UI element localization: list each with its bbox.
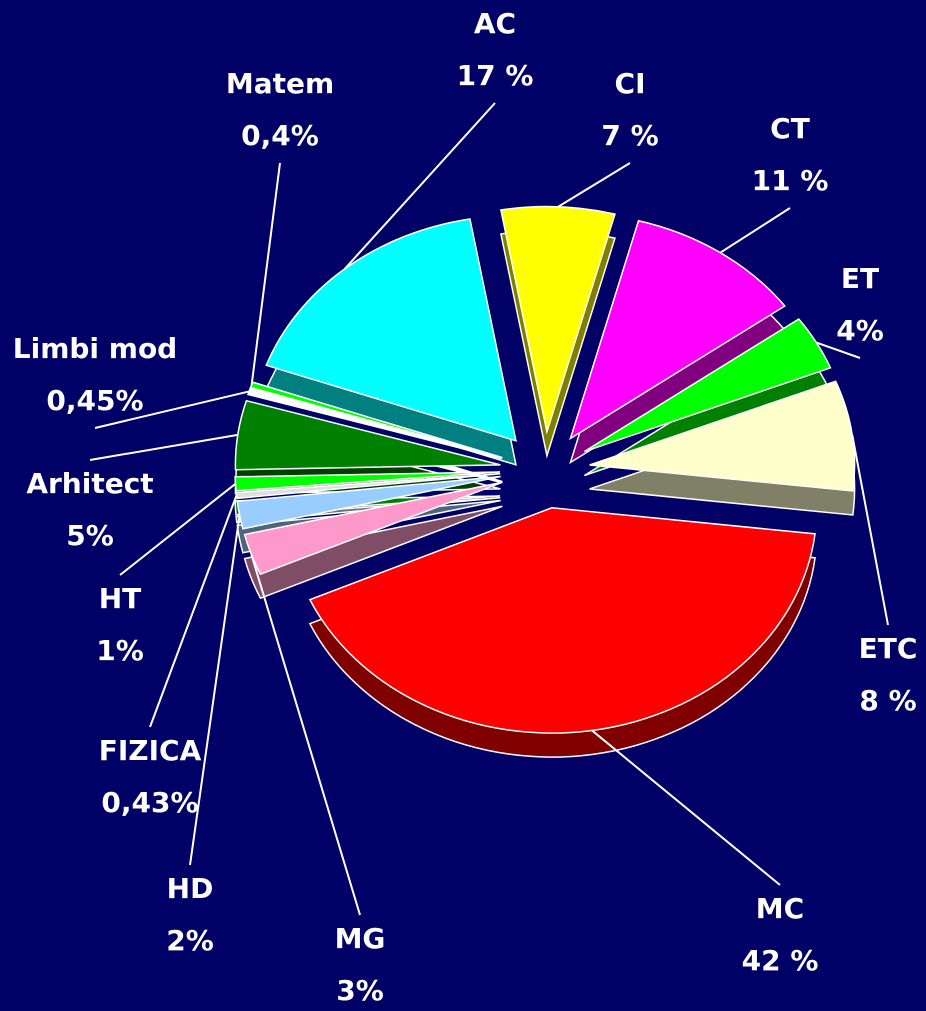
leader-line xyxy=(557,162,631,208)
slice-value-label: 0,45% xyxy=(46,384,143,417)
slice-value-label: 1% xyxy=(96,634,144,667)
leader-line xyxy=(89,433,238,461)
slice-label: Arhitect xyxy=(26,467,153,500)
leader-line xyxy=(189,514,241,866)
leader-line xyxy=(851,435,889,626)
slice-label: MC xyxy=(756,892,804,925)
leader-line xyxy=(591,729,781,886)
leader-line xyxy=(119,482,237,576)
slice xyxy=(265,218,517,442)
slice xyxy=(234,399,501,471)
slice-value-label: 5% xyxy=(66,519,114,552)
leader-line xyxy=(250,554,361,916)
slice-value-label: 11 % xyxy=(752,164,829,197)
slice-value-label: 0,43% xyxy=(101,786,198,819)
slice-value-label: 0,4% xyxy=(241,119,319,152)
slice-label: ET xyxy=(841,262,879,295)
slice-label: FIZICA xyxy=(99,734,202,767)
slice-value-label: 4% xyxy=(836,314,884,347)
slice-label: ETC xyxy=(859,632,918,665)
leader-line xyxy=(149,495,238,728)
slice-label: AC xyxy=(474,7,516,40)
slice xyxy=(583,318,832,453)
slice-value-label: 2% xyxy=(166,924,214,957)
slice xyxy=(247,387,503,460)
slice-value-label: 8 % xyxy=(859,684,916,717)
slice-label: HD xyxy=(167,872,214,905)
leader-line xyxy=(816,341,861,359)
slice-value-label: 3% xyxy=(336,974,384,1007)
slice-label: HT xyxy=(99,582,142,615)
slice xyxy=(234,471,501,492)
slice-value-label: 17 % xyxy=(457,59,534,92)
slice-label: CT xyxy=(770,112,810,145)
slice xyxy=(500,205,616,435)
slice-side xyxy=(243,505,503,600)
leader-line xyxy=(94,390,250,429)
slice xyxy=(308,507,816,734)
slice-label: CI xyxy=(615,67,646,100)
slice-label: Limbi mod xyxy=(13,332,177,365)
slice-value-label: 7 % xyxy=(601,119,658,152)
slice-label: Matem xyxy=(226,67,334,100)
leader-line xyxy=(344,102,496,270)
slice xyxy=(589,380,856,492)
slice-value-label: 42 % xyxy=(742,944,819,977)
leader-line xyxy=(250,162,281,385)
leader-line xyxy=(719,207,791,254)
slice-label: MG xyxy=(335,922,386,955)
